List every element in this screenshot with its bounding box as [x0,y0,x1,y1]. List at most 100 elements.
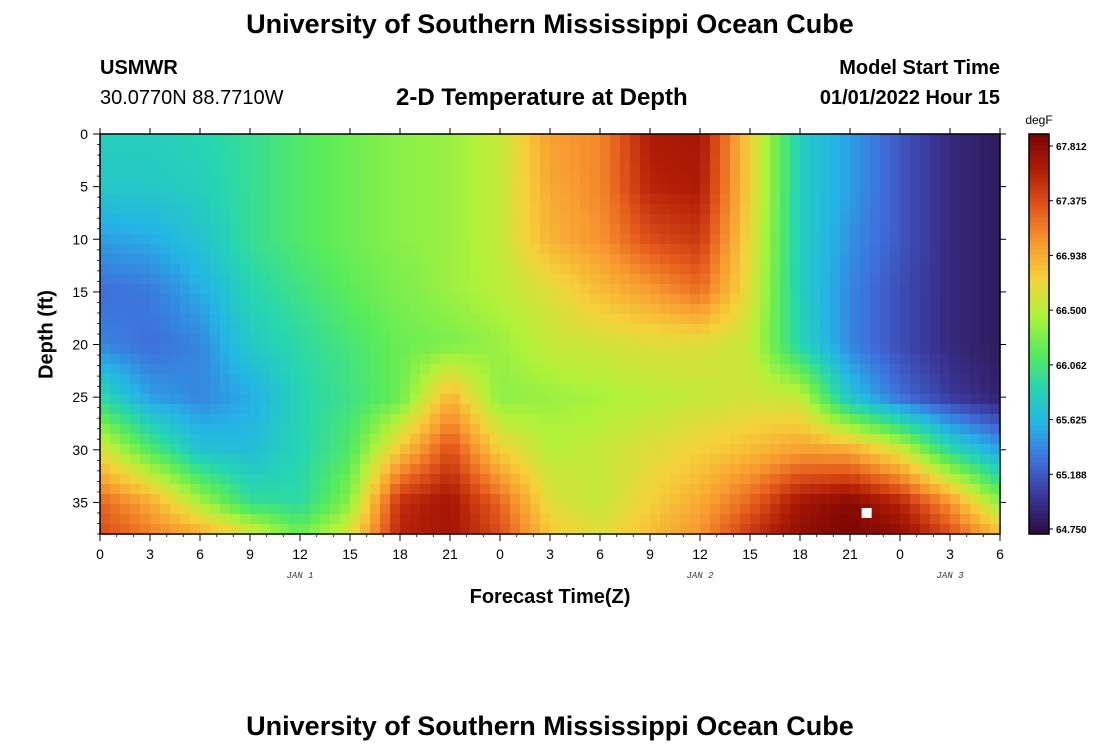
heatmap-cell [510,514,521,525]
heatmap-cell [720,274,731,285]
heatmap-cell [990,224,1001,235]
heatmap-cell [770,454,781,465]
heatmap-cell [540,274,551,285]
heatmap-cell [530,404,541,415]
heatmap-cell [910,274,921,285]
heatmap-cell [700,234,711,245]
colorbar-segment [1029,462,1049,467]
heatmap-cell [340,164,351,175]
heatmap-cell [120,354,131,365]
heatmap-cell [930,514,941,525]
heatmap-cell [380,414,391,425]
heatmap-cell [760,184,771,195]
heatmap-cell [790,444,801,455]
heatmap-cell [320,314,331,325]
heatmap-cell [730,454,741,465]
heatmap-cell [710,214,721,225]
heatmap-cell [650,414,661,425]
heatmap-cell [510,284,521,295]
heatmap-cell [960,384,971,395]
heatmap-cell [610,244,621,255]
heatmap-cell [570,244,581,255]
heatmap-cell [970,424,981,435]
heatmap-cell [640,134,651,145]
heatmap-cell [970,194,981,205]
heatmap-cell [200,424,211,435]
heatmap-cell [750,184,761,195]
heatmap-cell [400,304,411,315]
heatmap-cell [250,204,261,215]
heatmap-cell [280,464,291,475]
heatmap-cell [250,414,261,425]
heatmap-cell [700,224,711,235]
heatmap-cell [390,494,401,505]
heatmap-cell [840,494,851,505]
heatmap-cell [680,524,691,535]
heatmap-cell [100,214,111,225]
heatmap-cell [470,404,481,415]
heatmap-cell [750,214,761,225]
heatmap-cell [770,404,781,415]
heatmap-cell [820,424,831,435]
heatmap-cell [200,294,211,305]
heatmap-cell [840,294,851,305]
heatmap-cell [160,314,171,325]
heatmap-cell [150,174,161,185]
heatmap-cell [760,274,771,285]
heatmap-cell [410,514,421,525]
heatmap-cell [870,254,881,265]
heatmap-cell [300,264,311,275]
heatmap-cell [670,304,681,315]
heatmap-cell [190,414,201,425]
heatmap-cell [810,334,821,345]
heatmap-cell [360,484,371,495]
heatmap-cell [290,324,301,335]
heatmap-cell [590,224,601,235]
heatmap-cell [710,484,721,495]
heatmap-cell [830,484,841,495]
heatmap-cell [780,454,791,465]
heatmap-cell [530,454,541,465]
heatmap-cell [370,464,381,475]
heatmap-cell [720,464,731,475]
heatmap-cell [700,464,711,475]
heatmap-cell [170,154,181,165]
heatmap-cell [760,344,771,355]
heatmap-cell [950,494,961,505]
heatmap-cell [170,324,181,335]
heatmap-cell [790,324,801,335]
heatmap-cell [350,344,361,355]
heatmap-cell [900,444,911,455]
heatmap-cell [280,474,291,485]
heatmap-cell [460,314,471,325]
heatmap-cell [750,424,761,435]
heatmap-cell [330,414,341,425]
heatmap-cell [410,314,421,325]
heatmap-cell [780,184,791,195]
heatmap-cell [490,354,501,365]
heatmap-cell [320,304,331,315]
heatmap-cell [540,334,551,345]
heatmap-cell [650,474,661,485]
heatmap-cell [100,504,111,515]
heatmap-cell [350,414,361,425]
heatmap-cell [300,464,311,475]
heatmap-cell [850,404,861,415]
heatmap-cell [420,444,431,455]
heatmap-cell [430,244,441,255]
heatmap-cell [960,254,971,265]
heatmap-cell [200,454,211,465]
heatmap-cell [380,184,391,195]
heatmap-cell [500,214,511,225]
heatmap-cell [400,354,411,365]
heatmap-cell [990,484,1001,495]
heatmap-cell [360,434,371,445]
heatmap-cell [330,134,341,145]
heatmap-cell [150,524,161,535]
heatmap-cell [440,394,451,405]
heatmap-cell [700,244,711,255]
heatmap-cell [200,474,211,485]
heatmap-cell [630,504,641,515]
heatmap-cell [690,214,701,225]
heatmap-cell [770,354,781,365]
